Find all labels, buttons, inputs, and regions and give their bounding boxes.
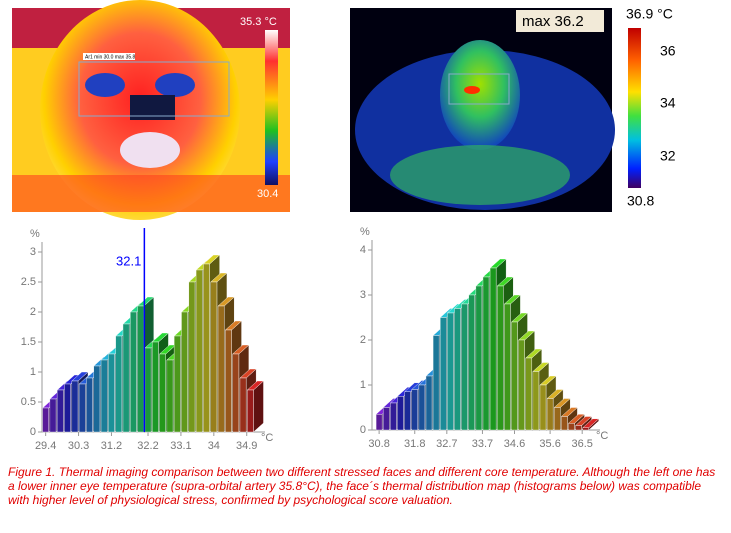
area-label: Ar1 min 30.0 max 35.8 [85,54,136,60]
y-tick-label: 2 [360,334,366,346]
y-tick-label: 2 [30,306,36,318]
figure: Ar1 min 30.0 max 35.8 35.3 °C 30.4 max 3… [12,0,676,452]
thermal-image-left: Ar1 min 30.0 max 35.8 35.3 °C 30.4 [12,0,290,220]
colorbar-min: 30.8 [627,193,654,209]
y-tick-label: 2.5 [21,276,36,288]
colorbar-tick: 34 [660,95,676,111]
x-tick-label: 31.2 [101,440,122,452]
y-tick-label: 4 [360,244,366,256]
max-label: max 36.2 [522,13,584,30]
y-tick-label: 1.5 [21,336,36,348]
bar [246,380,265,433]
colorbar-tick: 36 [660,43,676,59]
y-tick-label: 3 [360,289,366,301]
y-tick-label: 0.5 [21,396,36,408]
x-tick-label: 34 [208,440,220,452]
colorbar-min: 30.4 [257,188,278,200]
y-tick-label: 3 [30,246,36,258]
x-tick-label: 33.1 [170,440,191,452]
x-tick-label: 30.3 [68,440,89,452]
colorbar-max: 35.3 °C [240,16,277,28]
x-tick-label: 32.2 [137,440,158,452]
x-tick-label: 29.4 [35,440,56,452]
y-tick-label: 1 [360,379,366,391]
y-tick-label: 1 [30,366,36,378]
x-axis-label: °C [261,432,273,444]
caption: Figure 1. Thermal imaging comparison bet… [8,465,716,507]
x-tick-label: 34.6 [504,438,525,450]
x-tick-label: 36.5 [571,438,592,450]
y-axis-label: % [360,226,370,238]
x-tick-label: 31.8 [404,438,425,450]
y-axis-label: % [30,228,40,240]
x-tick-label: 32.7 [436,438,457,450]
x-tick-label: 35.6 [539,438,560,450]
thermal-image-right: max 36.2 36.9 °C 36 34 32 30.8 [350,6,676,212]
x-tick-label: 33.7 [472,438,493,450]
y-tick-label: 0 [360,424,366,436]
x-axis-label: °C [596,430,608,442]
colorbar-max: 36.9 °C [626,6,673,22]
marker-label: 32.1 [116,253,141,268]
x-tick-label: 30.8 [368,438,389,450]
x-tick-label: 34.9 [236,440,257,452]
bar [582,418,600,431]
y-tick-label: 0 [30,426,36,438]
colorbar-tick: 32 [660,148,676,164]
